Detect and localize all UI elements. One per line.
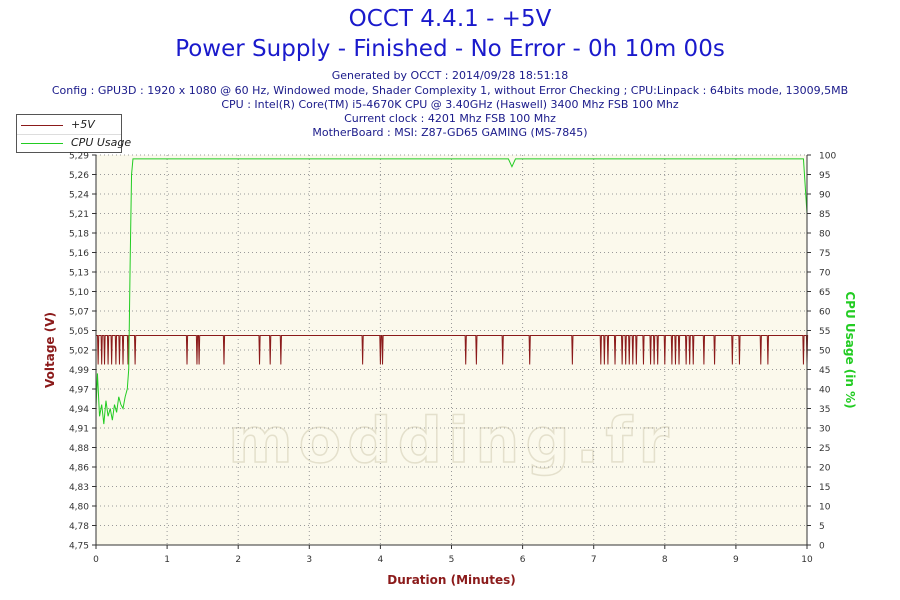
x-tick-label: 8 xyxy=(662,555,668,565)
y-tick-label: 5,18 xyxy=(69,230,89,240)
y-tick-label: 5,13 xyxy=(69,269,89,279)
legend-item-5v: +5V xyxy=(17,117,121,133)
y-tick-label: 5,21 xyxy=(69,210,89,220)
legend: +5V CPU Usage xyxy=(16,114,131,153)
x-tick-label: 6 xyxy=(520,555,526,565)
y2-tick-label: 50 xyxy=(819,347,831,357)
y2-tick-label: 70 xyxy=(819,269,831,279)
chart-title: OCCT 4.4.1 - +5V xyxy=(348,6,552,32)
y2-tick-label: 45 xyxy=(819,366,830,376)
series-5v-line xyxy=(96,335,809,365)
y-tick-label: 4,80 xyxy=(69,503,89,513)
y2-tick-label: 65 xyxy=(819,288,830,298)
y2-tick-label: 15 xyxy=(819,483,830,493)
y2-tick-label: 5 xyxy=(819,522,825,532)
y2-tick-label: 30 xyxy=(819,425,831,435)
y2-tick-label: 25 xyxy=(819,444,830,454)
y-tick-label: 5,02 xyxy=(69,347,89,357)
x-tick-label: 7 xyxy=(591,555,597,565)
legend-label-cpu-usage: CPU Usage xyxy=(71,136,132,149)
y-axis-title: Voltage (V) xyxy=(43,312,57,388)
y2-tick-label: 90 xyxy=(819,191,831,201)
clock-info: Current clock : 4201 Mhz FSB 100 Mhz xyxy=(344,112,556,125)
y-tick-label: 5,24 xyxy=(69,191,89,201)
y-tick-label: 4,86 xyxy=(69,464,89,474)
y-tick-label: 4,78 xyxy=(69,522,89,532)
y-tick-label: 4,94 xyxy=(69,405,89,415)
y2-tick-label: 95 xyxy=(819,171,830,181)
x-tick-label: 0 xyxy=(93,555,99,565)
y-tick-label: 5,26 xyxy=(69,171,89,181)
y-tick-label: 5,05 xyxy=(69,327,89,337)
y-tick-label: 5,29 xyxy=(69,152,89,162)
y-tick-label: 4,91 xyxy=(69,425,89,435)
x-tick-label: 1 xyxy=(164,555,170,565)
y-tick-label: 5,10 xyxy=(69,288,89,298)
config-info: Config : GPU3D : 1920 x 1080 @ 60 Hz, Wi… xyxy=(51,84,849,97)
y2-tick-label: 35 xyxy=(819,405,830,415)
legend-swatch-5v xyxy=(21,125,63,126)
motherboard-info: MotherBoard : MSI: Z87-GD65 GAMING (MS-7… xyxy=(312,126,588,139)
cpu-info: CPU : Intel(R) Core(TM) i5-4670K CPU @ 3… xyxy=(221,98,679,111)
y-tick-label: 4,97 xyxy=(69,386,89,396)
generated-info: Generated by OCCT : 2014/09/28 18:51:18 xyxy=(331,69,569,82)
y-tick-label: 4,88 xyxy=(69,444,89,454)
y2-tick-label: 100 xyxy=(819,152,836,162)
y-tick-label: 5,07 xyxy=(69,308,89,318)
y2-tick-label: 60 xyxy=(819,308,831,318)
y2-tick-label: 0 xyxy=(819,542,825,552)
legend-swatch-cpu-usage xyxy=(21,143,63,144)
series-cpu-usage-line xyxy=(95,158,808,425)
x-tick-label: 9 xyxy=(733,555,739,565)
y2-tick-label: 55 xyxy=(819,327,830,337)
legend-item-cpu-usage: CPU Usage xyxy=(17,134,131,151)
y2-tick-label: 10 xyxy=(819,503,831,513)
legend-label-5v: +5V xyxy=(71,118,95,131)
x-tick-label: 10 xyxy=(801,555,813,565)
x-tick-label: 2 xyxy=(235,555,241,565)
y-tick-label: 4,83 xyxy=(69,483,89,493)
x-tick-label: 4 xyxy=(378,555,384,565)
y2-tick-label: 85 xyxy=(819,210,830,220)
chart-subtitle: Power Supply - Finished - No Error - 0h … xyxy=(175,36,725,62)
watermark: modding.fr xyxy=(228,404,675,477)
y2-tick-label: 20 xyxy=(819,464,831,474)
x-tick-label: 3 xyxy=(306,555,312,565)
x-tick-label: 5 xyxy=(449,555,455,565)
y2-axis-title: CPU Usage (in %) xyxy=(843,291,857,409)
y2-tick-label: 80 xyxy=(819,230,831,240)
x-axis-title: Duration (Minutes) xyxy=(387,573,516,587)
y-tick-label: 4,75 xyxy=(69,542,89,552)
y2-tick-label: 75 xyxy=(819,249,830,259)
y-tick-label: 5,16 xyxy=(69,249,89,259)
y-tick-label: 4,99 xyxy=(69,366,89,376)
y2-tick-label: 40 xyxy=(819,386,831,396)
